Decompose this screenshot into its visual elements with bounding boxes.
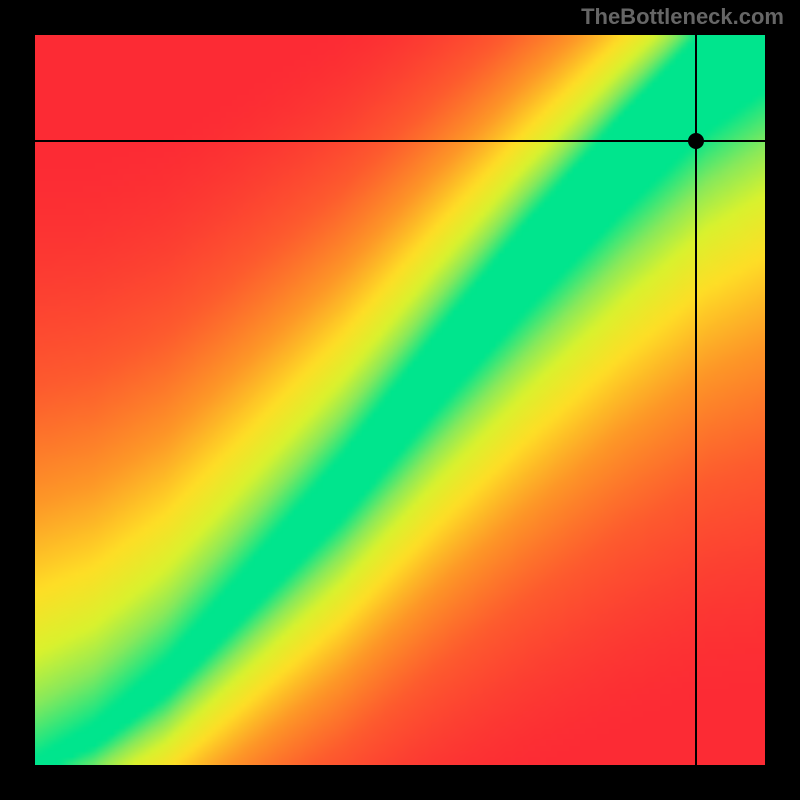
bottleneck-heatmap [35, 35, 765, 765]
heatmap-canvas [35, 35, 765, 765]
crosshair-marker [688, 133, 704, 149]
attribution-text: TheBottleneck.com [581, 4, 784, 30]
crosshair-horizontal [35, 140, 765, 142]
